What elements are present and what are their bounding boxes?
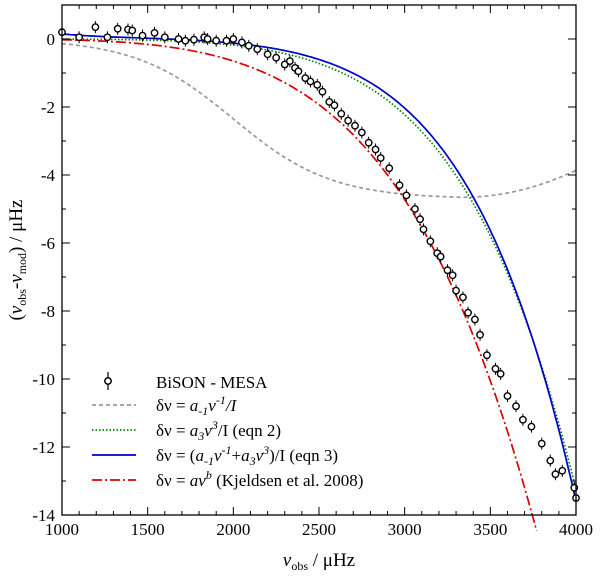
data-point <box>402 189 411 202</box>
data-point <box>294 65 303 78</box>
x-tick-label: 1000 <box>45 520 79 539</box>
data-point <box>244 39 253 52</box>
ticks-layer: 1000 1500 2000 2500 3000 3500 4000 0 -2 -4 -6 -8 -10… <box>32 5 593 539</box>
data-point <box>416 213 424 226</box>
data-point <box>138 29 147 42</box>
legend-label-inverse: δν = a-1ν-1/I <box>156 393 238 418</box>
data-point <box>371 143 380 156</box>
data-point <box>448 269 457 282</box>
data-point <box>411 203 419 215</box>
legend-label-cubic: δν = a3ν3/I (eqn 2) <box>156 418 281 443</box>
data-point <box>160 31 169 44</box>
data-point <box>464 306 472 319</box>
curve-cubic <box>62 38 577 490</box>
x-tick-label: 2500 <box>302 520 336 539</box>
data-point <box>551 468 560 481</box>
data-point <box>103 31 112 44</box>
y-tick-label: -12 <box>32 438 55 457</box>
data-point <box>503 390 512 402</box>
data-point <box>496 367 505 380</box>
data-point <box>537 437 546 450</box>
curve-inv <box>61 42 577 199</box>
data-point <box>436 250 445 263</box>
x-tick-label: 4000 <box>559 520 593 539</box>
data-point <box>128 24 137 37</box>
curves-layer <box>61 33 577 532</box>
y-tick-label: -14 <box>32 506 55 525</box>
legend-label-combined: δν = (a-1ν-1+a3ν3)/I (eqn 3) <box>156 443 338 468</box>
data-point <box>306 75 315 88</box>
data-point <box>318 85 327 98</box>
data-point <box>337 107 346 120</box>
y-tick-label: -4 <box>41 166 56 185</box>
curve-combined <box>61 33 577 502</box>
legend-label-kjeldsen: δν = aνb (Kjeldsen et al. 2008) <box>156 468 363 490</box>
y-tick-label: -2 <box>41 98 55 117</box>
data-points-layer <box>58 21 580 504</box>
data-point <box>263 48 272 61</box>
x-tick-label: 3000 <box>388 520 422 539</box>
y-tick-label: -10 <box>32 370 55 389</box>
data-point <box>174 33 183 45</box>
data-point <box>181 34 190 47</box>
data-point <box>364 136 373 149</box>
data-point <box>229 33 238 45</box>
data-point <box>301 72 310 85</box>
x-tick-label: 1500 <box>131 520 165 539</box>
legend-label-bison: BiSON - MESA <box>156 373 268 392</box>
x-tick-label: 2000 <box>216 520 250 539</box>
data-point <box>351 119 359 132</box>
data-point <box>471 313 479 326</box>
data-point <box>91 21 100 34</box>
data-point <box>376 152 385 164</box>
data-point <box>280 58 289 71</box>
legend-marker-bison <box>104 372 112 390</box>
data-point <box>113 22 122 35</box>
data-point <box>272 51 281 64</box>
x-axis-title: νobs / μHz <box>283 550 355 573</box>
data-point <box>330 99 339 112</box>
data-point <box>237 36 246 49</box>
data-point <box>325 95 334 108</box>
data-point <box>452 284 460 297</box>
data-point <box>313 78 322 91</box>
data-point <box>357 126 366 139</box>
data-point <box>459 291 467 304</box>
y-tick-label: -6 <box>41 234 55 253</box>
data-point <box>150 26 159 39</box>
data-point <box>426 235 435 248</box>
data-point <box>190 33 198 46</box>
data-point <box>212 34 221 47</box>
data-point <box>527 420 536 433</box>
data-point <box>546 454 555 467</box>
x-tick-label: 3500 <box>473 520 507 539</box>
data-point <box>203 33 212 45</box>
data-point <box>253 43 262 56</box>
data-point <box>419 223 428 236</box>
data-point <box>285 55 294 68</box>
data-point <box>512 400 520 413</box>
data-point <box>222 34 231 47</box>
data-point <box>344 114 353 127</box>
data-point <box>558 464 567 477</box>
data-point <box>476 328 484 341</box>
y-tick-label: -8 <box>41 302 55 321</box>
data-point <box>483 349 491 362</box>
data-point <box>518 413 527 426</box>
y-axis-title: (νobs-νmod) / μHz <box>6 200 29 321</box>
data-point <box>395 179 404 192</box>
data-point <box>491 362 500 375</box>
data-point <box>443 264 452 277</box>
data-point <box>75 31 84 44</box>
data-point <box>385 162 394 175</box>
y-tick-label: 0 <box>47 30 56 49</box>
legend: BiSON - MESA δν = a-1ν-1/I δν = a3ν3/I (… <box>92 372 363 490</box>
curve-kjeldsen <box>61 38 538 532</box>
